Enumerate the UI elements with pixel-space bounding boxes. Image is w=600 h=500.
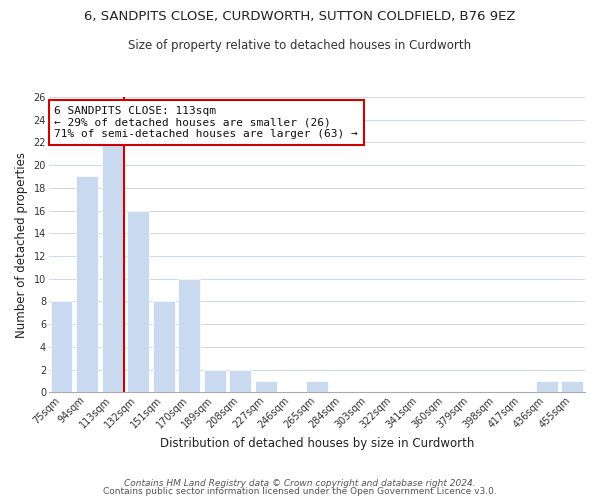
Bar xyxy=(102,142,124,392)
Bar xyxy=(306,381,328,392)
Bar xyxy=(562,381,583,392)
Bar xyxy=(76,176,98,392)
Y-axis label: Number of detached properties: Number of detached properties xyxy=(15,152,28,338)
Text: Contains public sector information licensed under the Open Government Licence v3: Contains public sector information licen… xyxy=(103,487,497,496)
Bar xyxy=(204,370,226,392)
Bar xyxy=(178,278,200,392)
Text: Size of property relative to detached houses in Curdworth: Size of property relative to detached ho… xyxy=(128,39,472,52)
Bar xyxy=(51,302,73,392)
Bar xyxy=(229,370,251,392)
Bar xyxy=(127,210,149,392)
Bar xyxy=(153,302,175,392)
Text: 6 SANDPITS CLOSE: 113sqm
← 29% of detached houses are smaller (26)
71% of semi-d: 6 SANDPITS CLOSE: 113sqm ← 29% of detach… xyxy=(54,106,358,139)
Text: Contains HM Land Registry data © Crown copyright and database right 2024.: Contains HM Land Registry data © Crown c… xyxy=(124,478,476,488)
X-axis label: Distribution of detached houses by size in Curdworth: Distribution of detached houses by size … xyxy=(160,437,474,450)
Bar xyxy=(536,381,557,392)
Text: 6, SANDPITS CLOSE, CURDWORTH, SUTTON COLDFIELD, B76 9EZ: 6, SANDPITS CLOSE, CURDWORTH, SUTTON COL… xyxy=(84,10,516,23)
Bar xyxy=(255,381,277,392)
